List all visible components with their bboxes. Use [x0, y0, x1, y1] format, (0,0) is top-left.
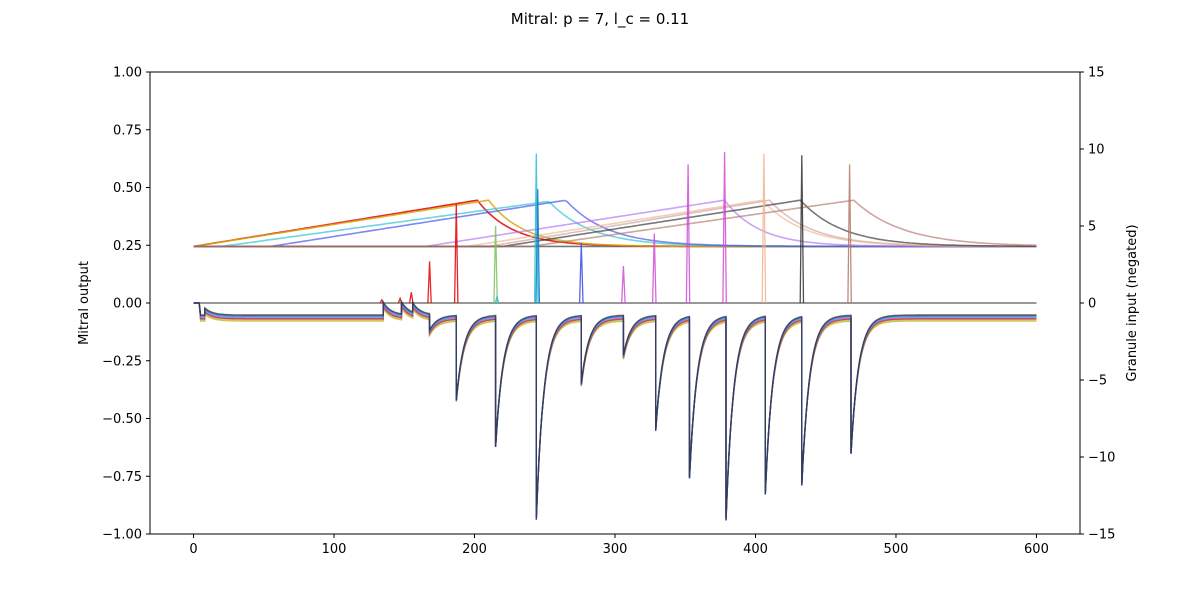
mitral-spike-16 [799, 155, 805, 304]
mitral-spike-6 [493, 225, 498, 304]
plot-area [193, 152, 1037, 521]
inhibition-trace-4 [193, 302, 1037, 519]
inhibition-trace-6 [193, 300, 1037, 520]
mitral-spike-4 [427, 261, 432, 304]
x-tick-label: 400 [743, 542, 768, 557]
mitral-spike-8 [533, 153, 539, 304]
y-tick-label: 0.75 [113, 123, 142, 138]
x-tick-label: 600 [1024, 542, 1049, 557]
x-tick-label: 0 [189, 542, 197, 557]
y-tick-label: 0.25 [113, 239, 142, 254]
y-tick-label: 0.00 [113, 297, 142, 312]
inhibition-trace-1 [193, 302, 1037, 517]
y2-tick-label: −5 [1088, 374, 1107, 389]
mitral-spike-13 [685, 164, 691, 304]
axes: 0 100 200 300 400 500 600−1.00−0.75−0.50−0.250… [102, 66, 1115, 558]
x-tick-label: 200 [462, 542, 487, 557]
y-tick-label: −1.00 [102, 528, 142, 543]
inhibition-trace-5 [193, 301, 1037, 520]
chart-title: Mitral: p = 7, l_c = 0.11 [511, 10, 689, 29]
y-tick-label: 1.00 [113, 66, 142, 81]
y-tick-label: 0.50 [113, 181, 142, 196]
y-tick-label: −0.50 [102, 412, 142, 427]
y2-tick-label: 10 [1088, 143, 1105, 158]
mitral-spike-12 [651, 233, 657, 304]
mitral-spike-17 [847, 164, 852, 304]
mitral-spike-15 [761, 153, 767, 304]
y2-tick-label: −15 [1088, 528, 1115, 543]
mitral-spike-9 [535, 188, 541, 304]
mitral-spike-3 [408, 292, 414, 304]
inhibition-trace-7 [193, 299, 1037, 521]
y-axis-title: Mitral output [77, 261, 92, 345]
x-tick-label: 500 [884, 542, 909, 557]
y2-tick-label: 0 [1088, 297, 1096, 312]
odor-ramp-line-9 [193, 199, 1037, 248]
x-tick-label: 100 [322, 542, 347, 557]
mitral-spike-5 [453, 204, 459, 304]
y-tick-label: −0.25 [102, 354, 142, 369]
y-tick-label: −0.75 [102, 470, 142, 485]
mitral-spike-11 [621, 265, 626, 304]
mitral-spike-10 [578, 242, 584, 304]
y2-tick-label: 15 [1088, 66, 1105, 81]
y2-axis-title: Granule input (negated) [1125, 224, 1140, 381]
inhibition-trace-3 [193, 302, 1037, 518]
inhibition-trace-2 [193, 302, 1037, 518]
mitral-spike-14 [722, 152, 727, 304]
x-tick-label: 300 [603, 542, 628, 557]
y2-tick-label: 5 [1088, 220, 1096, 235]
y2-tick-label: −10 [1088, 451, 1115, 466]
mitral-spike-7 [494, 294, 500, 304]
